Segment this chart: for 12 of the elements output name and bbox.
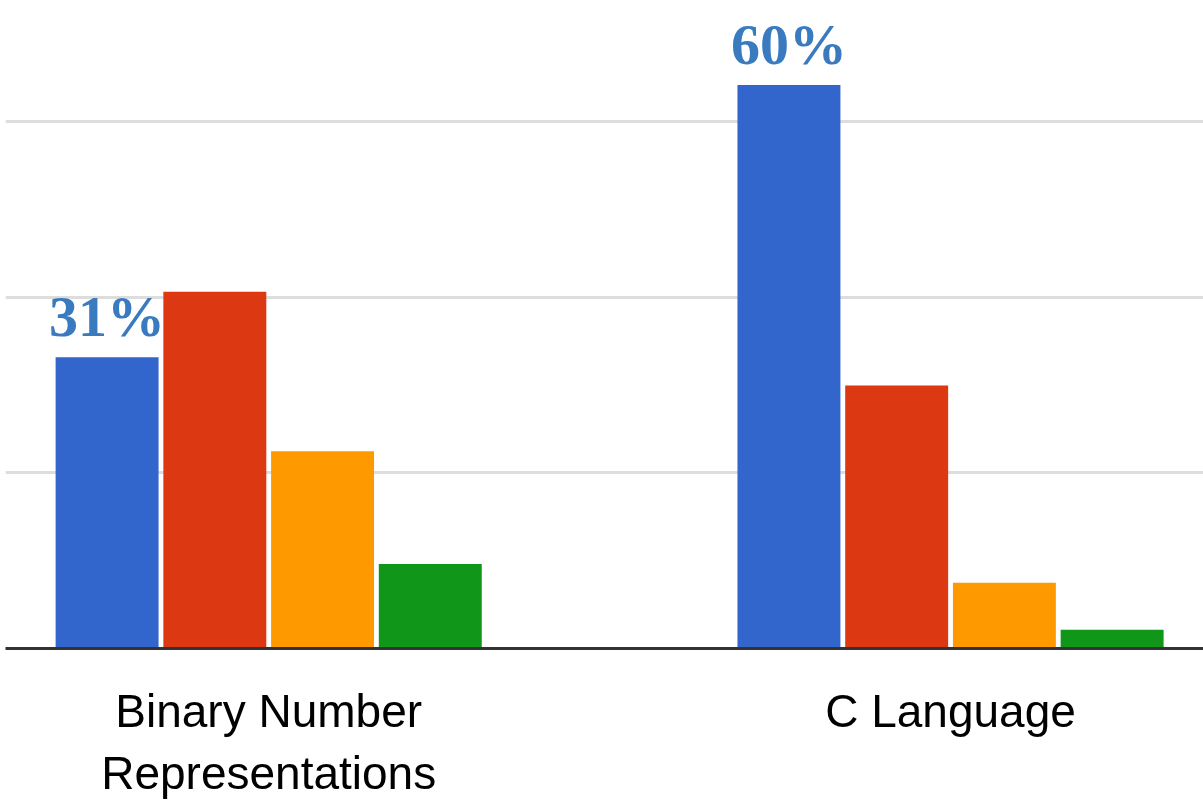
- bar: [737, 85, 841, 649]
- bar: [952, 582, 1056, 649]
- bar: [378, 563, 482, 649]
- data-label: 31%: [49, 284, 166, 350]
- bar: [55, 357, 159, 649]
- bar: [1060, 629, 1164, 649]
- bar: [163, 291, 267, 649]
- data-label: 60%: [730, 12, 847, 78]
- bar: [845, 385, 949, 649]
- bar: [271, 451, 375, 649]
- x-tick-label: C Language: [825, 684, 1076, 737]
- x-tick-label: Binary Number Representations: [101, 684, 437, 799]
